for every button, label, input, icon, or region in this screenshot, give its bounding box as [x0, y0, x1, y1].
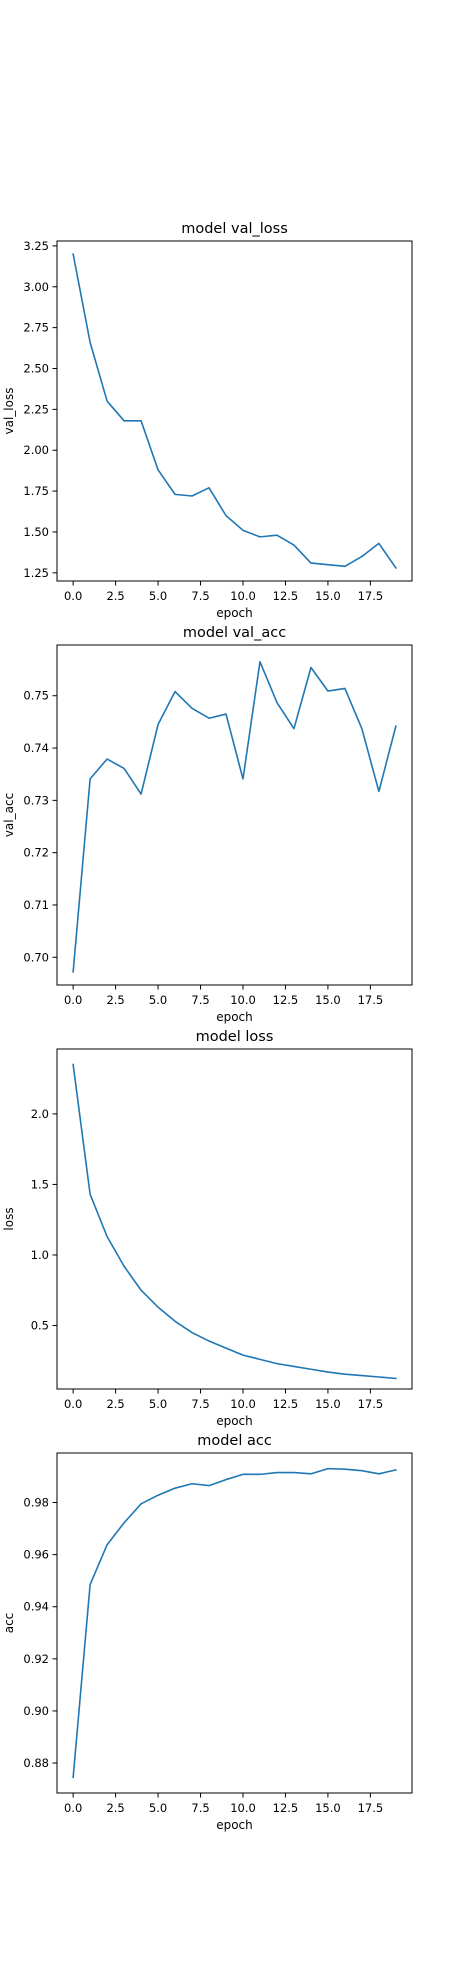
- chart-3-xtick-label: 10.0: [230, 1397, 256, 1411]
- chart-3-xtick-label: 15.0: [315, 1397, 341, 1411]
- chart-2-ylabel: val_acc: [2, 793, 16, 837]
- chart-3-ytick-label: 1.5: [31, 1177, 49, 1191]
- chart-1-xtick-label: 5.0: [149, 589, 167, 603]
- chart-1-series-line: [72, 253, 397, 570]
- chart-1-xtick-label: 15.0: [315, 589, 341, 603]
- chart-4-ytick-label: 0.90: [23, 1704, 49, 1718]
- chart-3-xtick-label: 17.5: [358, 1397, 384, 1411]
- chart-3-ytick-label: 0.5: [31, 1319, 49, 1333]
- chart-2-xtick-label: 10.0: [230, 993, 256, 1007]
- chart-1-xtick-label: 12.5: [273, 589, 299, 603]
- chart-1-ytick-label: 2.00: [23, 443, 49, 457]
- chart-4-xtick-label: 5.0: [149, 1801, 167, 1815]
- chart-2-xtick-label: 7.5: [191, 993, 209, 1007]
- chart-2-xtick-label: 17.5: [358, 993, 384, 1007]
- chart-4: model acc 0.0 2.5 5.0 7.5 10.0 12.5 15.0 17.5 0.8…: [2, 1433, 413, 1832]
- chart-4-series-line: [72, 1467, 397, 1779]
- chart-2-xtick-label: 2.5: [106, 993, 124, 1007]
- chart-3-xtick-label: 5.0: [149, 1397, 167, 1411]
- chart-2-ytick-label: 0.73: [23, 793, 49, 807]
- chart-1-ytick-label: 3.00: [23, 280, 49, 294]
- chart-1-xtick-label: 10.0: [230, 589, 256, 603]
- chart-3-ytick-label: 1.0: [31, 1248, 49, 1262]
- chart-4-ytick-label: 0.98: [23, 1496, 49, 1510]
- chart-2-ytick-label: 0.72: [23, 846, 49, 860]
- chart-1-xtick-label: 17.5: [358, 589, 384, 603]
- chart-1-ytick-label: 1.25: [23, 566, 49, 580]
- chart-1-xtick-label: 2.5: [106, 589, 124, 603]
- chart-4-title: model acc: [197, 1433, 272, 1449]
- chart-4-xtick-label: 17.5: [358, 1801, 384, 1815]
- chart-3-xtick-label: 0.0: [64, 1397, 82, 1411]
- chart-2-ytick-label: 0.75: [23, 689, 49, 703]
- chart-2-xlabel: epoch: [216, 1010, 253, 1024]
- chart-1-ytick-label: 2.50: [23, 362, 49, 376]
- chart-4-xtick-label: 7.5: [191, 1801, 209, 1815]
- chart-4-xtick-label: 0.0: [64, 1801, 82, 1815]
- chart-1-axes-frame: [56, 240, 413, 582]
- chart-4-xtick-label: 10.0: [230, 1801, 256, 1815]
- chart-2-xtick-label: 15.0: [315, 993, 341, 1007]
- chart-3-axes-frame: [56, 1048, 413, 1390]
- chart-4-axes-frame: [56, 1452, 413, 1794]
- chart-4-ytick-label: 0.92: [23, 1652, 49, 1666]
- chart-3: model loss 0.0 2.5 5.0 7.5 10.0 12.5 15.0 17.5 0.…: [2, 1029, 413, 1428]
- chart-1-ytick-label: 2.25: [23, 402, 49, 416]
- chart-4-ylabel: acc: [2, 1613, 16, 1634]
- chart-1-ytick-label: 2.75: [23, 321, 49, 335]
- chart-1-ytick-label: 1.50: [23, 525, 49, 539]
- chart-1-ytick-label: 3.25: [23, 239, 49, 253]
- chart-3-title: model loss: [196, 1029, 274, 1045]
- chart-2-xtick-label: 12.5: [273, 993, 299, 1007]
- chart-4-ytick-label: 0.94: [23, 1600, 49, 1614]
- chart-2-axes-frame: [56, 644, 413, 986]
- chart-3-xtick-label: 2.5: [106, 1397, 124, 1411]
- chart-2-ytick-label: 0.70: [23, 950, 49, 964]
- chart-4-xtick-label: 2.5: [106, 1801, 124, 1815]
- chart-1-ylabel: val_loss: [2, 388, 16, 435]
- chart-4-xlabel: epoch: [216, 1818, 253, 1832]
- chart-1-title: model val_loss: [181, 221, 288, 237]
- chart-1-xtick-label: 7.5: [191, 589, 209, 603]
- chart-2-xtick-label: 0.0: [64, 993, 82, 1007]
- chart-2-xtick-label: 5.0: [149, 993, 167, 1007]
- chart-3-ylabel: loss: [2, 1207, 16, 1230]
- chart-3-series-line: [72, 1063, 397, 1380]
- chart-2: model val_acc 0.0 2.5 5.0 7.5 10.0 12.5 15.0 17.…: [2, 625, 413, 1024]
- chart-4-ytick-label: 0.88: [23, 1756, 49, 1770]
- chart-3-xlabel: epoch: [216, 1414, 253, 1428]
- chart-3-xtick-label: 7.5: [191, 1397, 209, 1411]
- chart-4-ytick-label: 0.96: [23, 1548, 49, 1562]
- chart-1: model val_loss 0.0 2.5 5.0 7.5 10.0 12.5 15.0 17…: [2, 221, 413, 620]
- chart-2-title: model val_acc: [183, 625, 286, 641]
- chart-2-series-line: [72, 660, 397, 973]
- chart-1-ytick-label: 1.75: [23, 484, 49, 498]
- chart-1-xlabel: epoch: [216, 606, 253, 620]
- chart-3-xtick-label: 12.5: [273, 1397, 299, 1411]
- chart-4-xtick-label: 12.5: [273, 1801, 299, 1815]
- chart-3-ytick-label: 2.0: [31, 1107, 49, 1121]
- chart-2-ytick-label: 0.71: [23, 898, 49, 912]
- chart-4-xtick-label: 15.0: [315, 1801, 341, 1815]
- chart-2-ytick-label: 0.74: [23, 741, 49, 755]
- chart-1-xtick-label: 0.0: [64, 589, 82, 603]
